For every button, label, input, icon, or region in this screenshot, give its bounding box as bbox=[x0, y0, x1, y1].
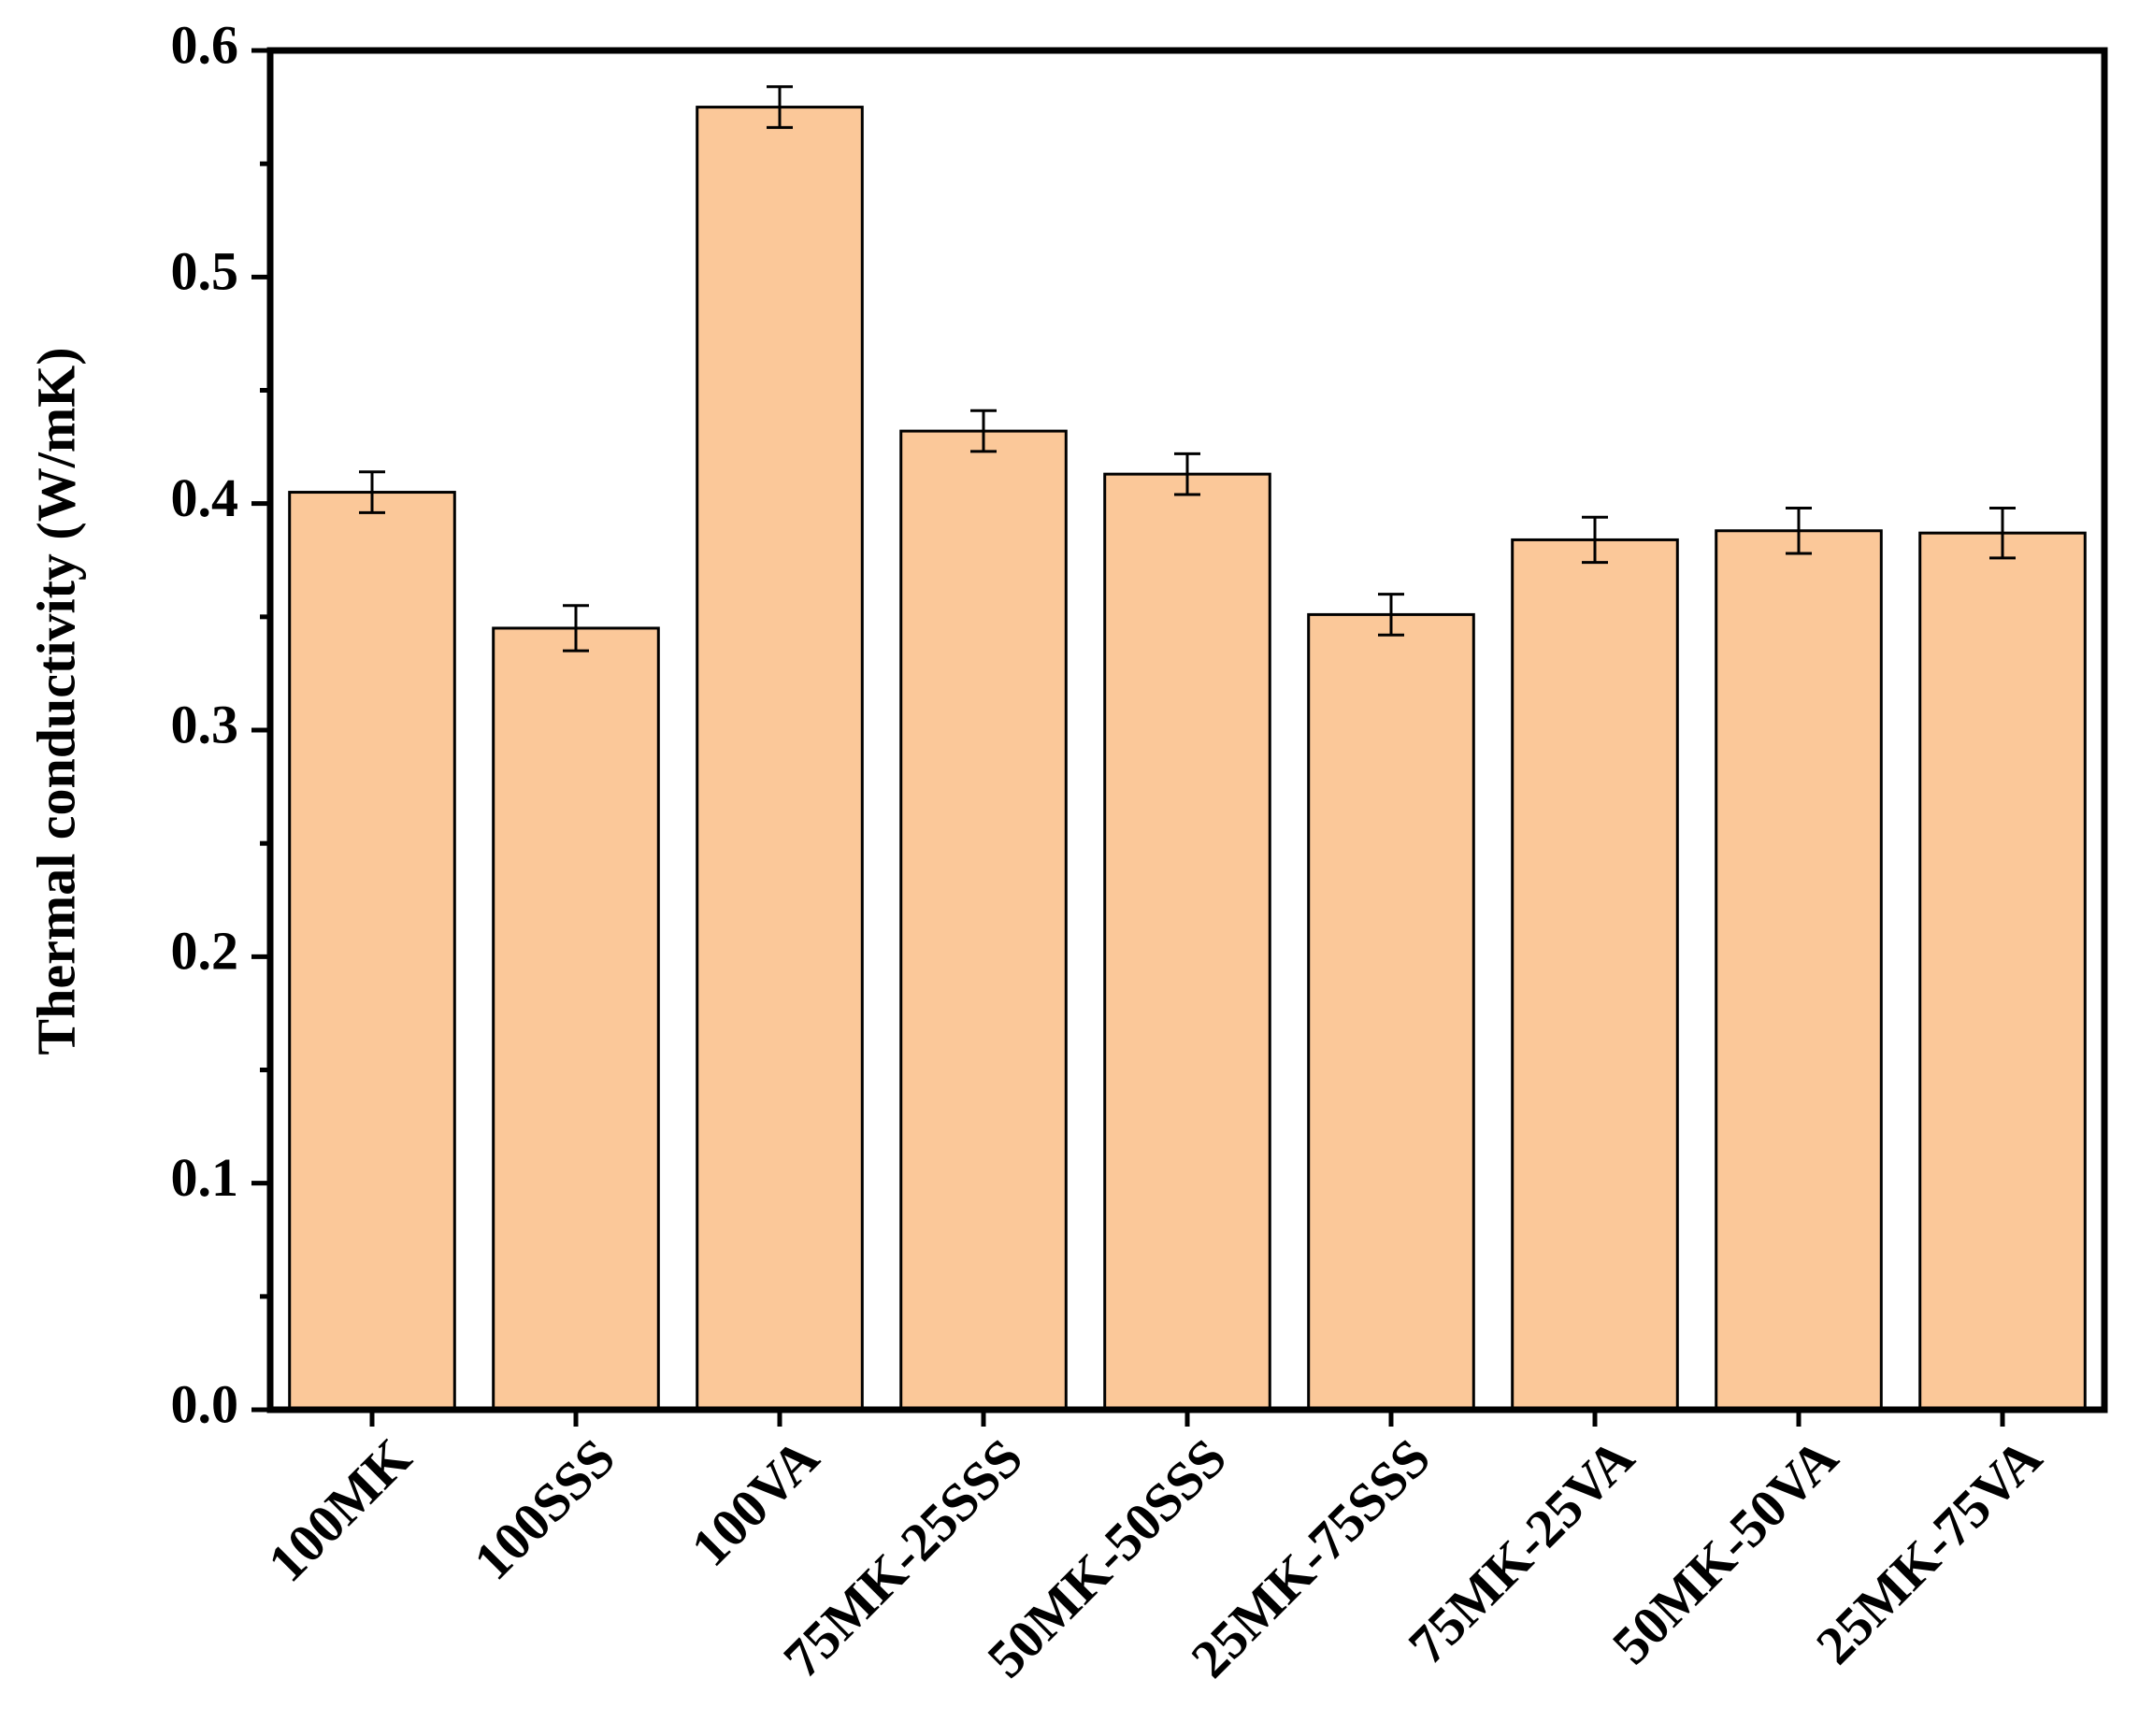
y-tick-label: 0.3 bbox=[171, 694, 239, 754]
plot-frame bbox=[266, 47, 2108, 1413]
error-bar bbox=[359, 470, 385, 514]
error-bar bbox=[1786, 507, 1812, 555]
bar bbox=[696, 106, 864, 1412]
bar bbox=[288, 491, 456, 1412]
y-tick-label: 0.2 bbox=[171, 921, 239, 982]
y-tick-label: 0.5 bbox=[171, 241, 239, 302]
y-axis-title: Thermal conductivity (W/mK) bbox=[25, 347, 86, 1055]
error-bar bbox=[1378, 593, 1404, 637]
bar bbox=[492, 626, 660, 1412]
bar bbox=[899, 429, 1068, 1412]
error-bar bbox=[767, 85, 793, 129]
error-bar bbox=[1989, 507, 2016, 560]
bar bbox=[1511, 538, 1679, 1412]
y-tick-label: 0.0 bbox=[171, 1373, 239, 1434]
error-bar bbox=[563, 604, 589, 653]
x-tick-label: 100MK bbox=[256, 1427, 423, 1593]
x-tick-label: 100SSS bbox=[462, 1427, 626, 1591]
error-bar bbox=[1582, 515, 1608, 565]
bar bbox=[1103, 472, 1271, 1412]
error-bar bbox=[970, 409, 997, 453]
bar bbox=[1715, 529, 1883, 1412]
y-tick-label: 0.1 bbox=[171, 1147, 239, 1208]
bar bbox=[1918, 531, 2087, 1412]
error-bar bbox=[1174, 452, 1200, 496]
bar bbox=[1307, 612, 1475, 1412]
y-tick-label: 0.4 bbox=[171, 467, 239, 528]
x-tick-label: 100VA bbox=[680, 1427, 831, 1578]
y-tick-label: 0.6 bbox=[171, 14, 239, 75]
